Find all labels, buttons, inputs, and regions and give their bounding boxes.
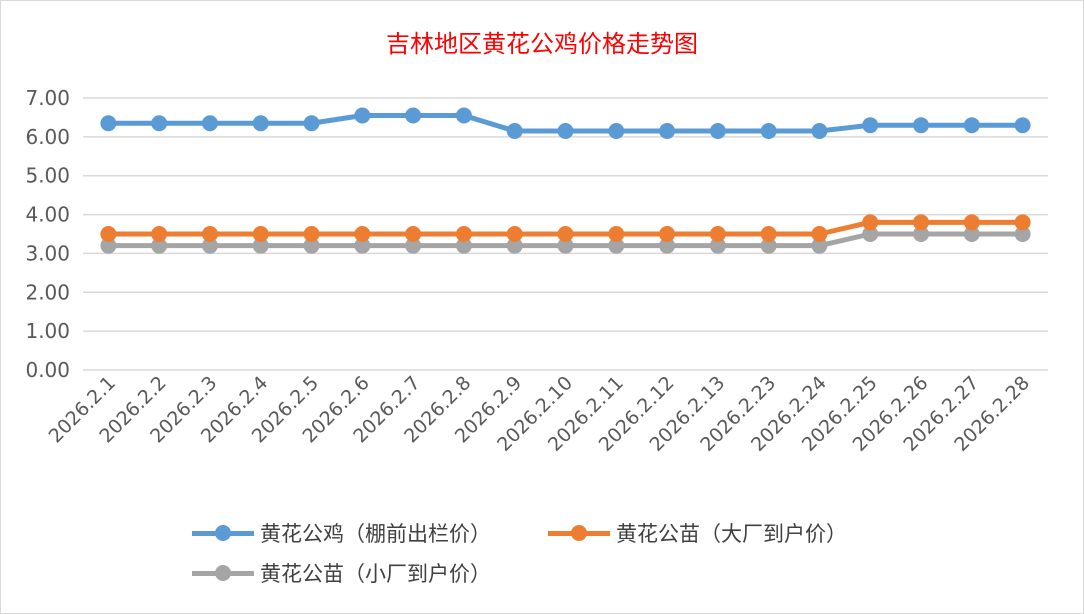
data-point (862, 117, 879, 134)
legend-item-0[interactable]: 黄花公鸡（棚前出栏价） (192, 518, 491, 548)
legend-item-1[interactable]: 黄花公苗（大厂到户价） (548, 518, 847, 548)
data-point (709, 226, 726, 242)
data-point (1014, 214, 1031, 231)
data-point (100, 226, 117, 242)
data-point (760, 237, 777, 254)
legend-item-2[interactable]: 黄花公苗（小厂到户价） (192, 558, 491, 588)
data-point (252, 115, 269, 132)
data-point (1014, 226, 1031, 242)
data-point (811, 123, 828, 140)
y-tick-label: 0.00 (25, 358, 70, 382)
data-point (760, 123, 777, 140)
data-point (252, 237, 269, 254)
y-tick-label: 4.00 (25, 203, 70, 227)
data-point (963, 117, 980, 134)
data-point (354, 226, 371, 242)
data-point (100, 115, 117, 132)
data-point (659, 123, 676, 140)
data-point (354, 237, 371, 254)
data-point (709, 237, 726, 254)
legend-label-0: 黄花公鸡（棚前出栏价） (260, 522, 491, 546)
data-point (151, 115, 168, 132)
data-point (303, 226, 320, 242)
data-point (455, 226, 472, 242)
data-point (201, 226, 218, 242)
data-point (303, 237, 320, 254)
data-point (811, 237, 828, 254)
data-point (963, 226, 980, 242)
data-point (506, 237, 523, 254)
data-point (811, 226, 828, 242)
chart-title: 吉林地区黄花公鸡价格走势图 (386, 30, 698, 58)
data-point (354, 107, 371, 124)
legend-label-1: 黄花公苗（大厂到户价） (616, 522, 847, 546)
data-point (557, 123, 574, 140)
legend-label-2: 黄花公苗（小厂到户价） (260, 562, 491, 586)
data-point (405, 237, 422, 254)
data-point (455, 107, 472, 124)
data-point (760, 226, 777, 242)
data-point (913, 117, 930, 134)
data-point (1014, 117, 1031, 134)
legend-swatch-0 (192, 523, 254, 543)
data-point (405, 226, 422, 242)
y-tick-label: 3.00 (25, 241, 70, 265)
data-point (506, 226, 523, 242)
data-point (608, 123, 625, 140)
data-point (201, 115, 218, 132)
data-point (455, 237, 472, 254)
data-point (405, 107, 422, 124)
data-point (303, 115, 320, 132)
data-point (608, 226, 625, 242)
data-point (659, 226, 676, 242)
data-point (557, 226, 574, 242)
data-point (506, 123, 523, 140)
y-tick-label: 1.00 (25, 319, 70, 343)
data-point (557, 237, 574, 254)
y-tick-label: 5.00 (25, 164, 70, 188)
data-point (659, 237, 676, 254)
legend-swatch-1 (548, 523, 610, 543)
data-point (963, 214, 980, 231)
data-point (100, 237, 117, 254)
data-point (608, 237, 625, 254)
y-tick-label: 6.00 (25, 125, 70, 149)
data-point (151, 237, 168, 254)
data-point (913, 226, 930, 242)
data-point (862, 214, 879, 231)
legend-swatch-2 (192, 563, 254, 583)
data-point (913, 214, 930, 231)
data-point (862, 226, 879, 242)
data-point (151, 226, 168, 242)
y-tick-label: 2.00 (25, 280, 70, 304)
data-point (201, 237, 218, 254)
data-point (252, 226, 269, 242)
data-point (709, 123, 726, 140)
y-tick-label: 7.00 (25, 86, 70, 110)
